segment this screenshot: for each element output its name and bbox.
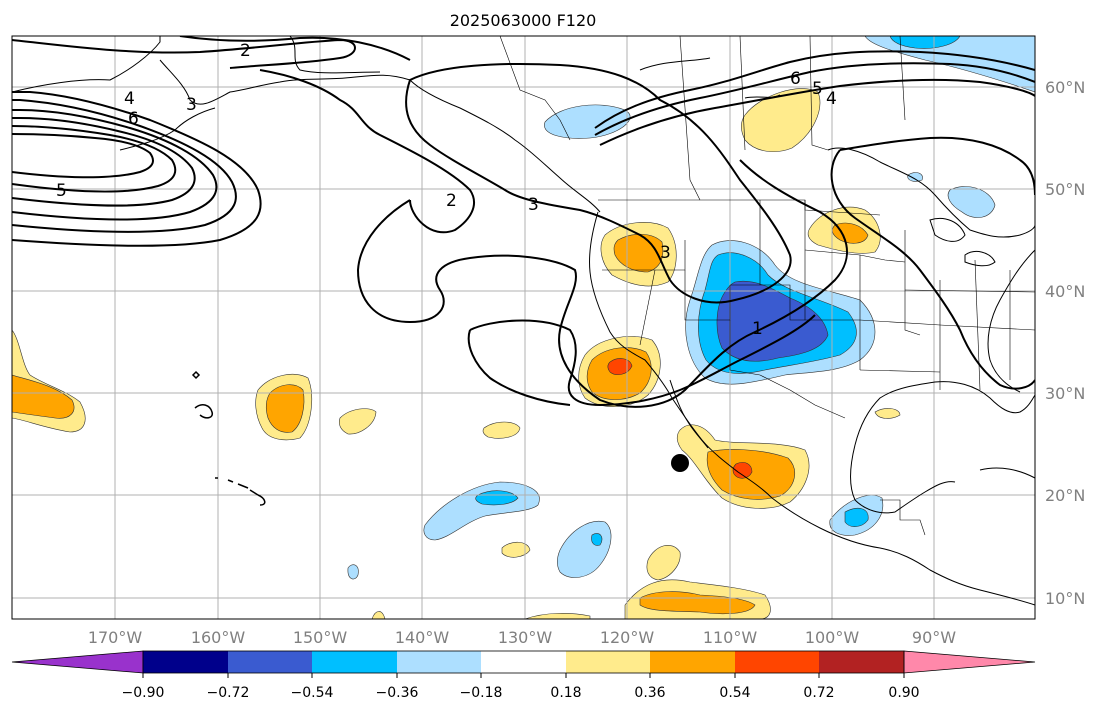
lon-label: 100°W bbox=[805, 628, 860, 647]
contour-label: 1 bbox=[752, 319, 763, 339]
colorbar-bin bbox=[819, 651, 904, 673]
lat-label: 40°N bbox=[1045, 282, 1085, 301]
colorbar-bin bbox=[566, 651, 650, 673]
colorbar-min-extend bbox=[11, 650, 144, 674]
colorbar-bin bbox=[735, 651, 819, 673]
colorbar-tick-label: −0.72 bbox=[207, 685, 250, 701]
colorbar-max-extend bbox=[903, 650, 1036, 674]
gridlines bbox=[12, 36, 1035, 619]
hawaii-islands bbox=[191, 370, 266, 506]
contour-label: 6 bbox=[128, 109, 139, 129]
neg-anomaly-gulf-alaska bbox=[544, 104, 631, 139]
gulf-coast bbox=[854, 381, 1035, 446]
west-coast bbox=[589, 211, 1035, 606]
lon-label: 90°W bbox=[912, 628, 956, 647]
map-frame bbox=[11, 35, 1036, 620]
contour-label: 2 bbox=[446, 191, 457, 211]
colorbar-tick-label: −0.18 bbox=[460, 685, 503, 701]
political-borders bbox=[499, 36, 1035, 536]
colorbar-bin bbox=[397, 651, 481, 673]
colorbar-tick-label: 0.54 bbox=[719, 685, 750, 701]
colorbar: −0.90 −0.72 −0.54 −0.36 −0.18 0.18 0.36 … bbox=[11, 650, 1036, 701]
colorbar-tick-label: −0.54 bbox=[291, 685, 334, 701]
colorbar-bin bbox=[143, 651, 228, 673]
contour-label: 6 bbox=[790, 69, 801, 89]
colorbar-tick-label: −0.36 bbox=[376, 685, 419, 701]
lon-label: 120°W bbox=[600, 628, 655, 647]
contour-label: 5 bbox=[56, 181, 67, 201]
contour-labels: 2 3 4 6 5 2 3 6 5 4 3 1 bbox=[56, 41, 837, 339]
lon-label: 140°W bbox=[395, 628, 450, 647]
contour-label: 4 bbox=[826, 89, 837, 109]
lon-labels: 170°W 160°W 150°W 140°W 130°W 120°W 110°… bbox=[88, 628, 956, 647]
colorbar-bin bbox=[228, 651, 312, 673]
colorbar-bin bbox=[312, 651, 397, 673]
lat-label: 60°N bbox=[1045, 78, 1085, 97]
contour-label: 3 bbox=[660, 243, 671, 263]
lon-label: 130°W bbox=[498, 628, 553, 647]
lon-label: 170°W bbox=[88, 628, 143, 647]
lat-labels: 60°N 50°N 40°N 30°N 20°N 10°N bbox=[1045, 78, 1085, 608]
colorbar-bin bbox=[650, 651, 735, 673]
pos-anomaly-canada bbox=[740, 88, 821, 153]
lat-label: 10°N bbox=[1045, 589, 1085, 608]
contours bbox=[12, 36, 1035, 408]
map-area: 2 3 4 6 5 2 3 6 5 4 3 1 bbox=[12, 36, 1035, 619]
colorbar-tick-label: 0.90 bbox=[888, 685, 919, 701]
colorbar-tick-label: 0.18 bbox=[550, 685, 581, 701]
contour-label: 3 bbox=[186, 95, 197, 115]
lon-label: 110°W bbox=[703, 628, 758, 647]
colorbar-tick-label: 0.36 bbox=[634, 685, 665, 701]
contour-label: 2 bbox=[240, 41, 251, 61]
contour-label: 3 bbox=[528, 195, 539, 215]
colorbar-tick-label: −0.90 bbox=[122, 685, 165, 701]
map-title: 2025063000 F120 bbox=[450, 11, 597, 30]
lon-label: 150°W bbox=[293, 628, 348, 647]
contour-label: 5 bbox=[812, 79, 823, 99]
location-marker bbox=[671, 454, 689, 472]
coastlines bbox=[12, 36, 1035, 606]
colorbar-tick-label: 0.72 bbox=[803, 685, 834, 701]
lon-label: 160°W bbox=[191, 628, 246, 647]
lat-label: 30°N bbox=[1045, 384, 1085, 403]
colorbar-bin bbox=[481, 651, 566, 673]
lat-label: 50°N bbox=[1045, 180, 1085, 199]
alaska-coast bbox=[12, 36, 601, 213]
contour-label: 4 bbox=[124, 89, 135, 109]
lat-label: 20°N bbox=[1045, 486, 1085, 505]
